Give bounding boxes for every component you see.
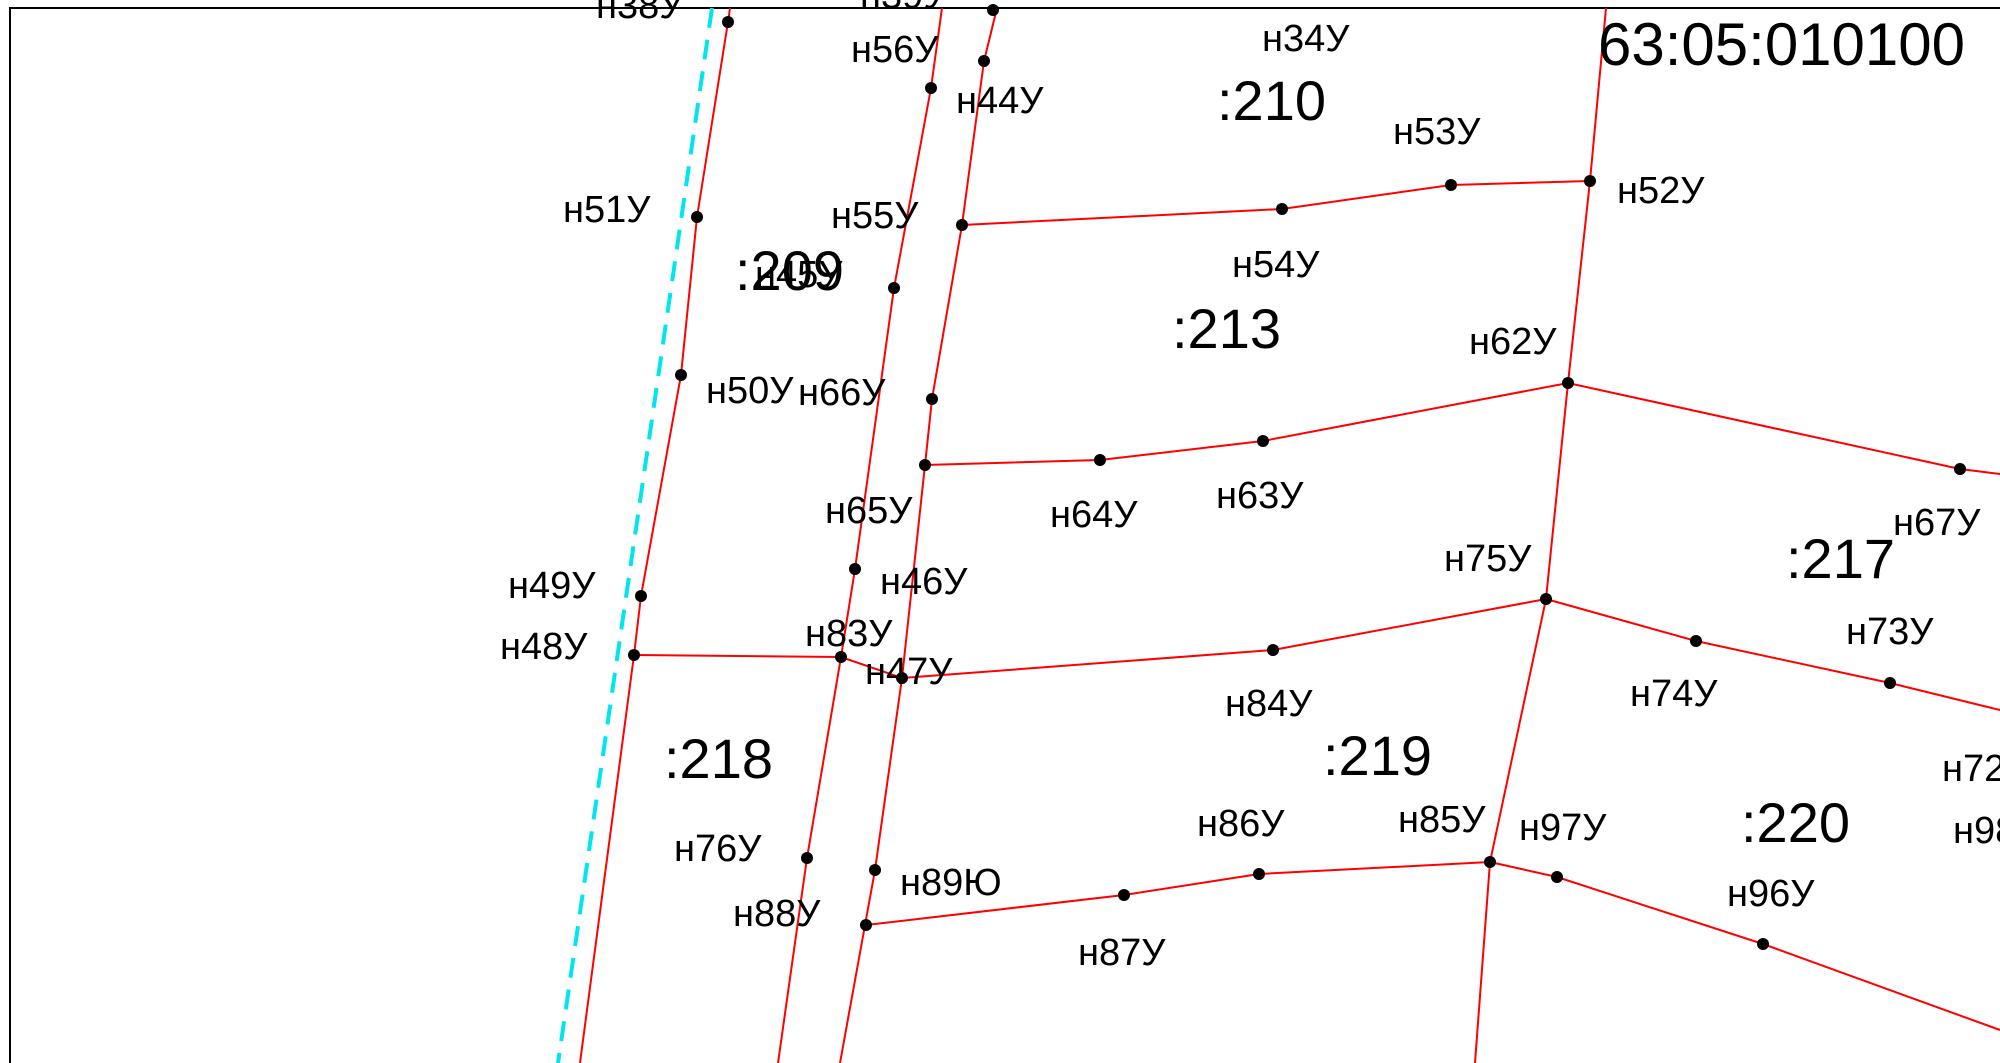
- point-label: н53У: [1393, 111, 1481, 153]
- point-label: н97У: [1519, 807, 1607, 849]
- point-label: н72У: [1942, 748, 2000, 790]
- boundary-point: [888, 282, 900, 294]
- boundary-point: [1484, 856, 1496, 868]
- boundary-points: [628, 4, 1966, 950]
- parcel-label: :213: [1172, 297, 1281, 360]
- boundary-point: [1690, 635, 1702, 647]
- boundary-point: [1094, 454, 1106, 466]
- point-label: н34У: [1262, 18, 1350, 60]
- parcel-label: :219: [1323, 724, 1432, 787]
- parcel-label: :217: [1786, 527, 1895, 590]
- point-label: н67У: [1893, 502, 1981, 544]
- boundary-point: [1267, 644, 1279, 656]
- point-label: н47У: [865, 651, 953, 693]
- boundary-point: [919, 459, 931, 471]
- boundary-point: [1562, 377, 1574, 389]
- boundary-point: [801, 852, 813, 864]
- point-label: н83У: [805, 613, 893, 655]
- point-label: н65У: [825, 490, 913, 532]
- boundary-point: [925, 82, 937, 94]
- boundary-point: [691, 211, 703, 223]
- boundary-point: [1276, 203, 1288, 215]
- point-label: н51У: [563, 189, 651, 231]
- parcel-label: :210: [1217, 69, 1326, 132]
- boundary-point: [1257, 435, 1269, 447]
- boundary-217-220: [1545, 598, 2000, 711]
- parcel-label: :218: [664, 727, 773, 790]
- boundary-point: [628, 649, 640, 661]
- boundary-point: [896, 672, 908, 684]
- boundary-point: [860, 919, 872, 931]
- point-label: н62У: [1469, 321, 1557, 363]
- point-label: н44У: [956, 80, 1044, 122]
- point-label: н52У: [1617, 170, 1705, 212]
- point-label: н64У: [1050, 494, 1138, 536]
- boundary-point: [835, 651, 847, 663]
- boundary-point: [987, 4, 999, 16]
- point-label: н84У: [1225, 683, 1313, 725]
- point-label: н75У: [1444, 538, 1532, 580]
- boundary-point: [1445, 179, 1457, 191]
- point-label: н73У: [1846, 611, 1934, 653]
- point-labels: н38У н39У н56У н34У н44У н53У н52У н51У …: [500, 0, 2000, 974]
- boundary-point: [675, 369, 687, 381]
- point-label: н56У: [851, 29, 939, 71]
- boundary-point: [1954, 463, 1966, 475]
- point-label: н98У: [1953, 810, 2000, 852]
- quarter-number-label: 63:05:010100: [1598, 11, 1965, 78]
- boundary-point: [849, 563, 861, 575]
- boundary-point: [1540, 593, 1552, 605]
- point-label: н45У: [755, 254, 843, 296]
- boundary-220-south: [1489, 861, 2000, 1031]
- boundary-east: [1474, 7, 1607, 1063]
- boundary-middle-b: [839, 7, 998, 1063]
- parcel-label: :220: [1741, 791, 1850, 854]
- point-label: н46У: [880, 561, 968, 603]
- parcel-label: :209: [735, 239, 844, 302]
- boundary-point: [635, 590, 647, 602]
- parcel-labels: :209 :210 :213 :217 :218 :219 :220: [664, 69, 1895, 854]
- quarter-boundary-line: [556, 7, 714, 1063]
- boundary-point: [1884, 677, 1896, 689]
- point-label: н89Ю: [900, 862, 1002, 904]
- map-frame: [9, 7, 2000, 1063]
- point-label: н39У: [860, 0, 948, 17]
- boundary-point: [1584, 175, 1596, 187]
- point-label: н87У: [1078, 932, 1166, 974]
- boundary-point: [956, 219, 968, 231]
- point-label: н66У: [798, 372, 886, 414]
- point-label: н54У: [1232, 244, 1320, 286]
- point-label: н38У: [596, 0, 684, 27]
- boundary-point: [1551, 871, 1563, 883]
- boundary-point: [978, 55, 990, 67]
- boundary-point: [722, 16, 734, 28]
- point-label: н85У: [1398, 799, 1486, 841]
- boundary-point: [1118, 889, 1130, 901]
- point-label: н86У: [1197, 803, 1285, 845]
- boundary-213-south: [924, 381, 2000, 475]
- boundary-point: [869, 864, 881, 876]
- boundary-point: [1253, 868, 1265, 880]
- point-label: н96У: [1727, 873, 1815, 915]
- point-label: н76У: [674, 828, 762, 870]
- point-label: н63У: [1216, 475, 1304, 517]
- boundary-219-south: [865, 861, 1491, 926]
- point-label: н50У: [706, 370, 794, 412]
- point-label: н88У: [733, 893, 821, 935]
- boundary-point: [926, 393, 938, 405]
- point-label: н74У: [1630, 673, 1718, 715]
- point-label: н55У: [831, 195, 919, 237]
- boundary-210-213: [961, 180, 1591, 226]
- point-label: н49У: [508, 565, 596, 607]
- boundary-point: [1757, 938, 1769, 950]
- point-label: н48У: [500, 626, 588, 668]
